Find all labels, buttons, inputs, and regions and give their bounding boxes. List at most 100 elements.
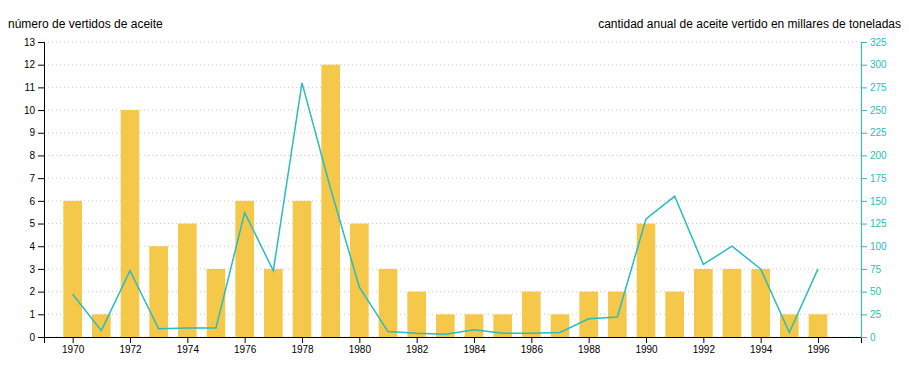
tick-label: 75 xyxy=(870,264,882,275)
tick-mark xyxy=(302,337,303,343)
tick-label: 250 xyxy=(870,105,887,116)
tick-label: 1994 xyxy=(750,344,773,355)
bar xyxy=(522,292,541,337)
tick: 1976 xyxy=(234,337,257,355)
tick-label: 1978 xyxy=(291,344,314,355)
tick-mark xyxy=(861,110,867,111)
tick: 150 xyxy=(861,196,887,207)
bar xyxy=(149,246,168,337)
y-axis-title: número de vertidos de aceite xyxy=(8,17,163,31)
bar xyxy=(465,314,484,337)
axis-line xyxy=(862,43,868,338)
bar xyxy=(665,292,684,337)
grid-line xyxy=(44,132,861,133)
tick-mark xyxy=(38,42,44,43)
tick: 325 xyxy=(861,37,887,48)
tick-label: 10 xyxy=(24,105,36,116)
tick: 25 xyxy=(861,309,882,320)
tick-mark xyxy=(38,292,44,293)
tick: 275 xyxy=(861,82,887,93)
tick: 1972 xyxy=(119,337,142,355)
grid-line xyxy=(44,64,861,65)
tick-mark xyxy=(861,155,867,156)
bar xyxy=(723,269,742,337)
tick: 75 xyxy=(861,264,882,275)
tick: 1996 xyxy=(807,337,830,355)
tick-label: 1976 xyxy=(234,344,257,355)
tick-label: 275 xyxy=(870,82,887,93)
tick-mark xyxy=(38,337,44,338)
line xyxy=(73,83,818,334)
y-axis: 012345678910111213 xyxy=(24,37,45,343)
tick-label: 100 xyxy=(870,241,887,252)
tick: 50 xyxy=(861,286,882,297)
bar xyxy=(293,201,312,337)
tick-mark xyxy=(38,269,44,270)
tick-label: 1970 xyxy=(62,344,85,355)
tick-label: 325 xyxy=(870,37,887,48)
tick: 1974 xyxy=(177,337,200,355)
tick: 11 xyxy=(25,82,44,93)
grid xyxy=(44,42,861,337)
bar xyxy=(694,269,713,337)
tick-label: 1972 xyxy=(119,344,142,355)
bar xyxy=(379,269,398,337)
tick-label: 175 xyxy=(870,173,887,184)
tick-mark xyxy=(861,87,867,88)
bar xyxy=(321,65,340,337)
tick-mark xyxy=(861,178,867,179)
tick-mark xyxy=(861,246,867,247)
tick: 300 xyxy=(861,59,887,70)
tick-label: 0 xyxy=(870,332,876,343)
bar xyxy=(350,224,369,337)
tick-mark xyxy=(589,337,590,343)
y2-axis: 0 25 50 75 100 125 150 175 200 225 250 275 300 325 xyxy=(861,37,887,343)
tick: 225 xyxy=(861,127,887,138)
tick-label: 125 xyxy=(870,218,887,229)
tick: 1980 xyxy=(349,337,372,355)
tick-mark xyxy=(38,110,44,111)
bar xyxy=(608,292,627,337)
bar xyxy=(121,110,140,337)
tick-label: 200 xyxy=(870,150,887,161)
tick: 7 xyxy=(29,173,44,184)
bar xyxy=(264,269,283,337)
grid-line xyxy=(44,200,861,201)
tick-mark xyxy=(38,87,44,88)
tick-label: 1986 xyxy=(521,344,544,355)
tick-label: 1974 xyxy=(177,344,200,355)
bar xyxy=(751,269,770,337)
tick-mark xyxy=(861,224,867,225)
tick-label: 25 xyxy=(870,309,882,320)
tick: 13 xyxy=(24,37,44,48)
bar xyxy=(178,224,197,337)
tick: 250 xyxy=(861,105,887,116)
tick-label: 1988 xyxy=(578,344,601,355)
grid-line xyxy=(44,178,861,179)
tick: 1994 xyxy=(750,337,773,355)
tick-label: 1992 xyxy=(693,344,716,355)
marks xyxy=(63,65,827,337)
tick: 5 xyxy=(29,218,44,229)
tick-mark xyxy=(38,178,44,179)
tick-label: 11 xyxy=(25,82,36,93)
tick-mark xyxy=(73,337,74,343)
bar xyxy=(407,292,426,337)
tick: 175 xyxy=(861,173,887,184)
tick-label: 13 xyxy=(24,37,36,48)
tick-mark xyxy=(359,337,360,343)
tick-label: 12 xyxy=(24,59,36,70)
tick-mark xyxy=(861,337,867,338)
bar xyxy=(551,314,570,337)
tick: 2 xyxy=(29,286,44,297)
tick: 1978 xyxy=(291,337,314,355)
tick-mark xyxy=(646,337,647,343)
grid-line xyxy=(44,223,861,224)
tick-label: 1996 xyxy=(807,344,830,355)
chart: 1970197219741976197819801982198419861988… xyxy=(0,0,909,367)
tick-mark xyxy=(861,42,867,43)
tick-mark xyxy=(703,337,704,343)
tick-label: 1 xyxy=(29,309,35,320)
tick: 1992 xyxy=(693,337,716,355)
x-axis: 1970197219741976197819801982198419861988… xyxy=(45,337,862,355)
